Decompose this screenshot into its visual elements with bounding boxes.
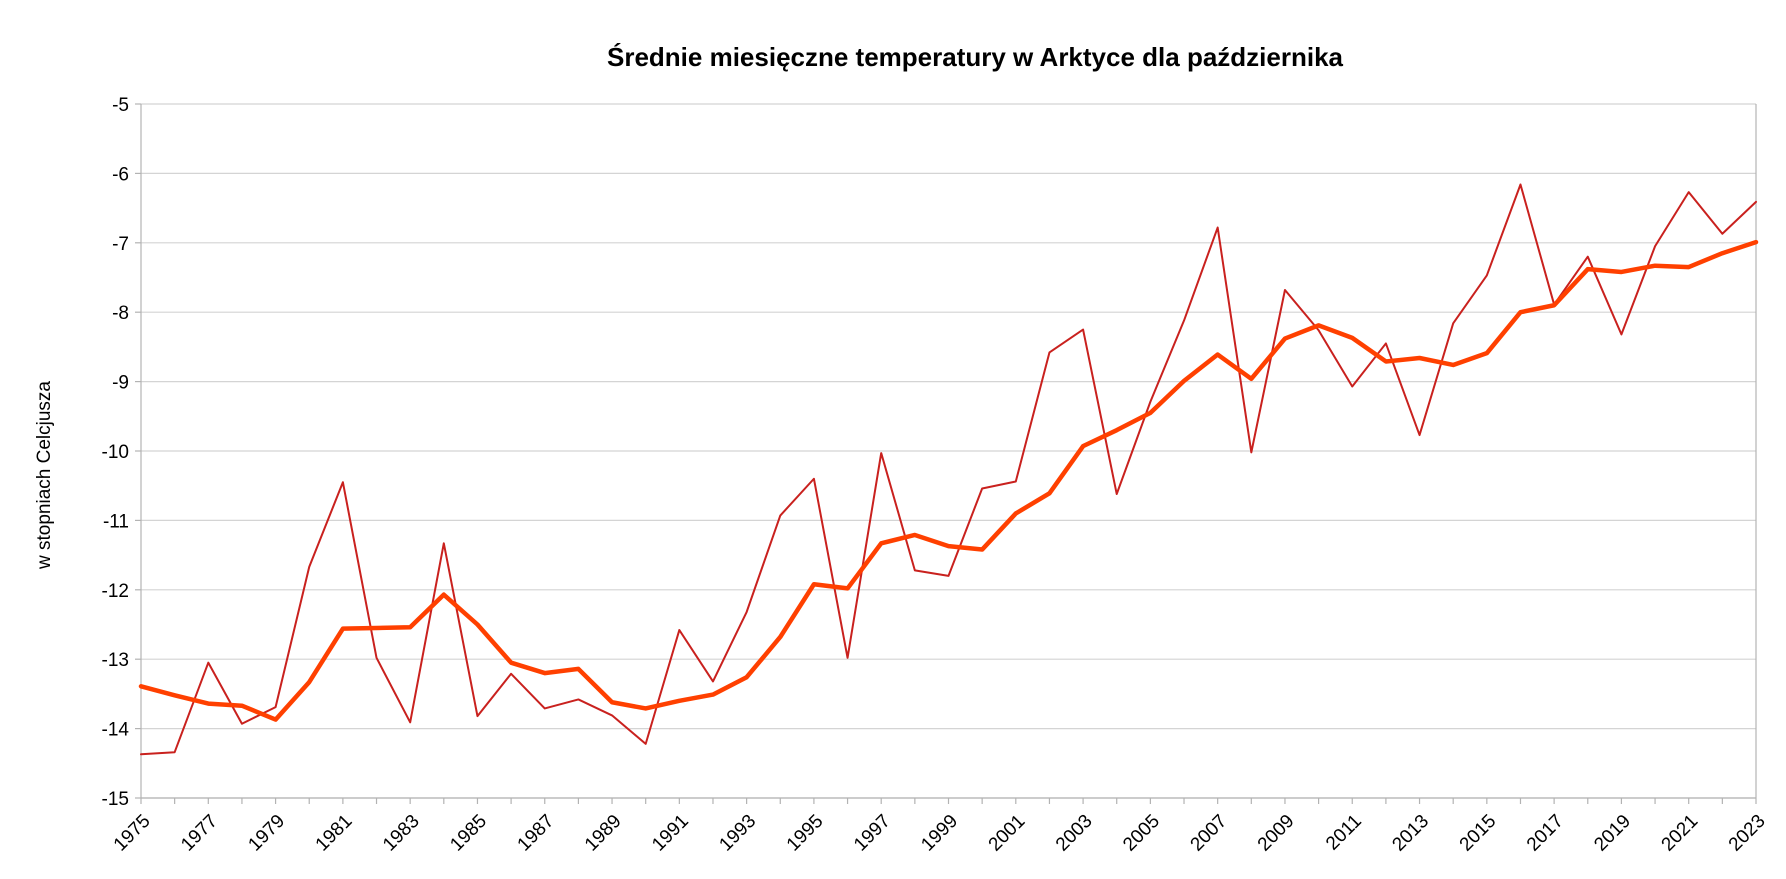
x-tick-labels: 1975 1977 1979 1981 1983 1985 1987 1989 1991 1993… xyxy=(110,811,1770,856)
x-tick-label: 2019 xyxy=(1590,811,1635,856)
chart-title: Średnie miesięczne temperatury w Arktyce… xyxy=(607,42,1344,72)
x-tick-label: 2007 xyxy=(1187,811,1232,856)
x-tick-label: 1985 xyxy=(446,811,491,856)
x-tick-label: 1979 xyxy=(244,811,289,856)
x-tick-label: 1997 xyxy=(850,811,895,856)
x-tick-label: 2011 xyxy=(1322,811,1366,855)
y-tick-label: -5 xyxy=(112,95,129,116)
x-tick-label: 1975 xyxy=(110,811,155,856)
y-tick-label: -11 xyxy=(103,511,129,532)
series-line-smoothed xyxy=(138,239,1759,722)
y-tick-label: -13 xyxy=(102,650,129,671)
x-tick-label: 1989 xyxy=(581,811,626,856)
x-tick-label: 1995 xyxy=(783,811,828,856)
y-tick-label: -7 xyxy=(112,234,129,255)
series-lines xyxy=(138,183,1759,756)
y-tick-label: -10 xyxy=(102,442,129,463)
x-tick-label: 1987 xyxy=(514,811,559,856)
x-tick-label: 2013 xyxy=(1388,811,1433,856)
x-tick-label: 1991 xyxy=(648,811,693,856)
y-tick-label: -12 xyxy=(102,581,129,602)
x-tick-label: 1999 xyxy=(917,811,962,856)
y-axis-label: w stopniach Celcjusza xyxy=(34,381,55,570)
x-tick-label: 1977 xyxy=(177,811,222,856)
y-tick-label: -14 xyxy=(102,720,130,741)
x-tick-label: 1983 xyxy=(379,811,424,856)
y-tick-labels: -15 -14 -13 -12 -11 -10 -9 -8 -7 -6 -5 xyxy=(102,95,130,810)
axes xyxy=(135,103,1757,804)
x-tick-label: 2003 xyxy=(1052,811,1097,856)
y-tick-label: -15 xyxy=(102,789,129,810)
x-tick-label: 1981 xyxy=(312,811,357,856)
x-tick-label: 2017 xyxy=(1523,811,1568,856)
x-tick-label: 2001 xyxy=(985,811,1030,856)
x-tick-label: 2021 xyxy=(1658,811,1703,856)
y-tick-label: -6 xyxy=(112,164,129,185)
series-line-monthly xyxy=(140,183,1757,756)
y-tick-label: -9 xyxy=(112,373,129,394)
y-tick-label: -8 xyxy=(112,303,129,324)
x-tick-label: 1993 xyxy=(715,811,760,856)
x-tick-label: 2023 xyxy=(1725,811,1770,856)
x-tick-label: 2005 xyxy=(1119,811,1164,856)
grid-lines xyxy=(141,103,1756,799)
x-tick-label: 2015 xyxy=(1456,811,1501,856)
x-tick-label: 2009 xyxy=(1254,811,1299,856)
